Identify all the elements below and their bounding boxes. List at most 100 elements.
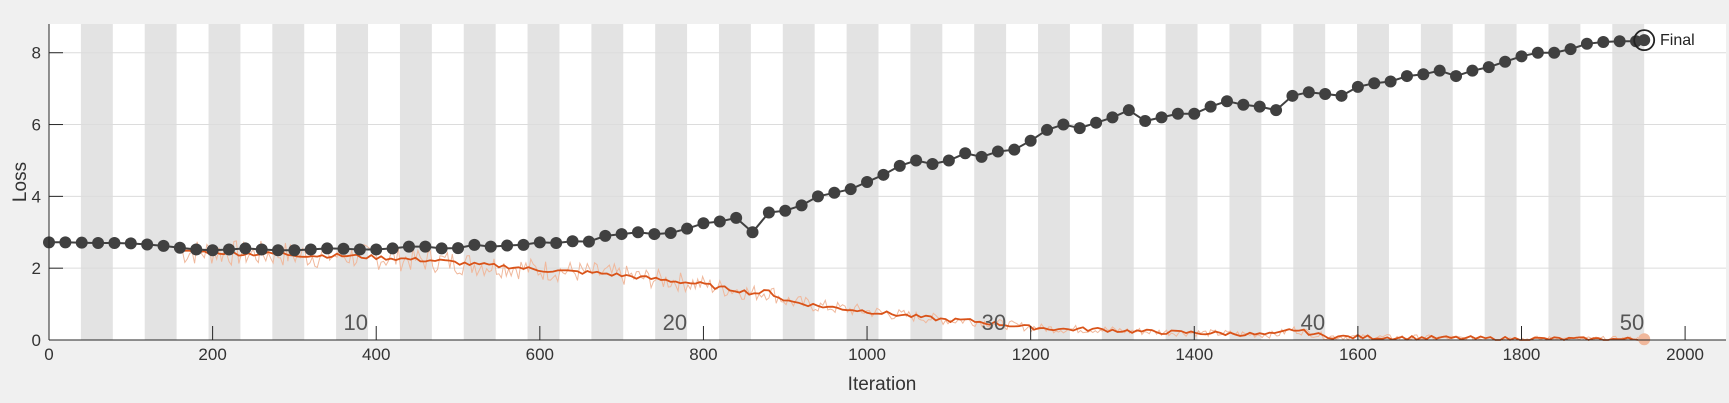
epoch-band [208, 24, 241, 340]
marker-point [1270, 104, 1283, 117]
final-ring [1633, 29, 1656, 52]
marker-point [1335, 89, 1348, 102]
marker-point [746, 226, 759, 239]
marker-point [910, 154, 923, 167]
epoch-band [591, 24, 624, 340]
epoch-label: 20 [663, 310, 687, 335]
y-tick-label: 8 [32, 44, 41, 63]
epoch-band [655, 24, 688, 340]
marker-point [1580, 37, 1593, 50]
marker-point [599, 229, 612, 242]
marker-point [1548, 46, 1561, 59]
epoch-band [910, 24, 943, 340]
marker-point [615, 228, 628, 241]
marker-point [501, 239, 514, 252]
x-tick-label: 1800 [1503, 345, 1541, 364]
marker-point [1024, 134, 1037, 147]
marker-point [893, 159, 906, 172]
marker-point [975, 150, 988, 163]
epoch-band [1548, 24, 1581, 340]
marker-point [1253, 100, 1266, 113]
x-tick-label: 400 [362, 345, 390, 364]
x-tick-label: 2000 [1666, 345, 1704, 364]
epoch-band [336, 24, 369, 340]
epoch-band [782, 24, 815, 340]
epoch-band [80, 24, 113, 340]
marker-point [1499, 55, 1512, 68]
x-tick-label: 200 [198, 345, 226, 364]
marker-point [1090, 116, 1103, 129]
marker-point [108, 237, 121, 250]
x-tick-label: 1200 [1012, 345, 1050, 364]
marker-point [926, 158, 939, 171]
marker-point [517, 238, 530, 251]
marker-point [1368, 77, 1381, 90]
marker-point [321, 242, 334, 255]
x-tick-label: 1000 [848, 345, 886, 364]
y-axis-title: Loss [10, 162, 31, 202]
grid-lines [49, 52, 1726, 269]
marker-point [811, 190, 824, 203]
marker-point [533, 236, 546, 249]
marker-point [566, 235, 579, 248]
marker-point [1122, 104, 1135, 117]
epoch-band [399, 24, 432, 340]
marker-point [173, 241, 186, 254]
y-tick-label: 6 [32, 116, 41, 135]
marker-point [1417, 68, 1430, 81]
marker-point [1155, 111, 1168, 124]
marker-point [991, 145, 1004, 158]
epoch-band [1612, 24, 1645, 340]
marker-point [222, 243, 235, 256]
epoch-band [463, 24, 496, 340]
epoch-band [1484, 24, 1517, 340]
marker-point [1433, 64, 1446, 77]
x-tick-label: 0 [44, 345, 53, 364]
marker-point [1515, 50, 1528, 63]
epoch-band [1101, 24, 1134, 340]
marker-point [844, 183, 857, 196]
marker-point [713, 215, 726, 228]
marker-point [1638, 34, 1651, 47]
marker-point [419, 240, 432, 253]
marker-point [779, 204, 792, 217]
epoch-band [1165, 24, 1198, 340]
epoch-label: 40 [1301, 310, 1325, 335]
marker-point [582, 235, 595, 248]
x-tick-label: 600 [526, 345, 554, 364]
marker-point [141, 238, 154, 251]
epoch-band [1038, 24, 1070, 340]
marker-point [337, 242, 350, 255]
marker-point [1237, 98, 1250, 111]
marker-point [861, 176, 874, 188]
marker-point [1482, 61, 1495, 74]
marker-point [1531, 46, 1544, 59]
marker-point [1597, 35, 1610, 48]
marker-point [59, 236, 72, 249]
marker-point [1008, 143, 1021, 156]
y-tick-label: 0 [32, 331, 41, 350]
epoch-label: 10 [344, 310, 368, 335]
marker-point [1204, 100, 1217, 113]
marker-point [435, 242, 448, 255]
epoch-band [1293, 24, 1326, 340]
smoothed-loss-series [179, 249, 1651, 346]
final-marker [1633, 29, 1656, 52]
marker-point [1188, 107, 1201, 120]
epoch-label: 50 [1620, 310, 1644, 335]
marker-point [1171, 107, 1184, 120]
marker-point [681, 222, 694, 235]
marker-point [1286, 89, 1299, 102]
epoch-label: 30 [982, 310, 1006, 335]
marker-point [1466, 64, 1479, 77]
x-tick-label: 800 [689, 345, 717, 364]
marker-point [959, 147, 972, 160]
marker-point [1384, 75, 1397, 88]
marker-point [1302, 86, 1315, 99]
marker-point [386, 242, 399, 255]
marker-point [304, 243, 317, 256]
marker-point [1351, 80, 1364, 93]
marker-point [288, 244, 301, 257]
marker-point [272, 244, 285, 257]
